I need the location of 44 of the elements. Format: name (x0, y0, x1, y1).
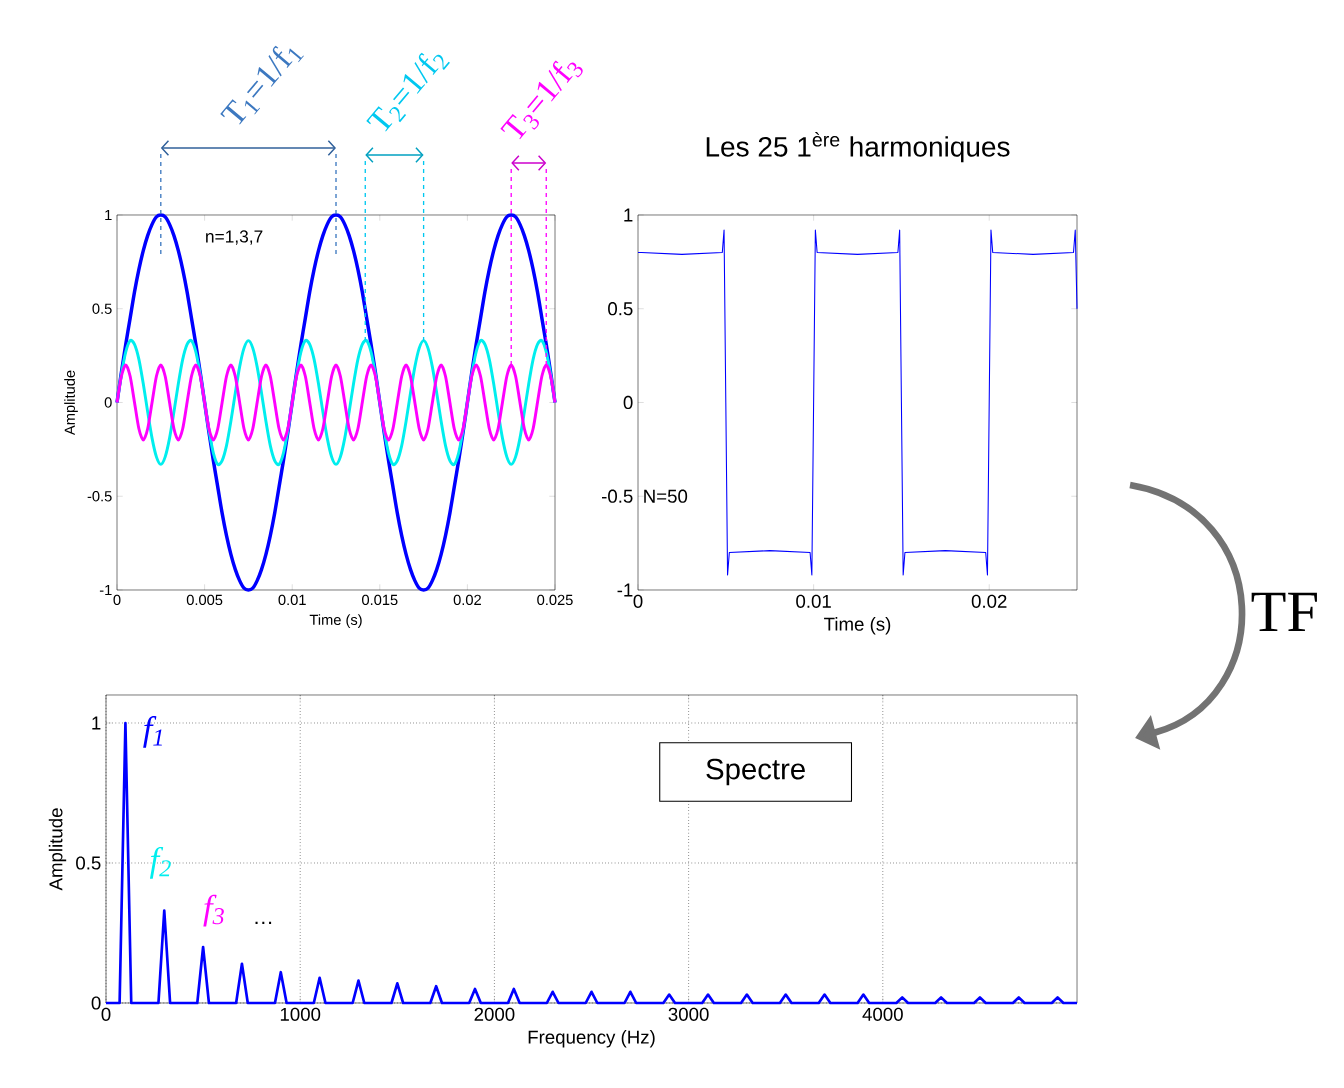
y-tick-label: 1 (624, 208, 633, 222)
y-tick-label: -1 (617, 583, 633, 597)
x-axis-title: Time (s) (824, 617, 891, 635)
annotation: f$_{3}$ (203, 894, 224, 927)
chart-title: Les 25 1$^{ère}$ harmoniques (706, 132, 1010, 163)
text: TF (1251, 592, 1317, 632)
annotation: Spectre (706, 758, 805, 786)
y-tick-label: -0.5 (601, 489, 633, 503)
x-tick-label: 0 (113, 594, 121, 606)
annotation: f$_{1}$ (143, 716, 162, 748)
x-tick-label: 0.015 (362, 594, 398, 606)
y-tick-label: 0 (91, 996, 101, 1010)
y-tick-label: 1 (92, 716, 101, 730)
text: T$_{2}$=1/f$_{2}$ (366, 52, 450, 132)
x-tick-label: 4000 (862, 1007, 903, 1021)
y-tick-label: 0.5 (608, 302, 633, 316)
annotation: f$_{2}$ (149, 846, 171, 879)
x-axis-title: Frequency (Hz) (528, 1030, 655, 1048)
x-axis-title: Time (s) (309, 614, 362, 628)
x-tick-label: 3000 (668, 1007, 709, 1021)
y-tick-label: 0.5 (76, 856, 101, 870)
y-axis-title: Amplitude (48, 808, 67, 891)
x-tick-label: 0.02 (453, 594, 481, 606)
x-tick-label: 0 (633, 594, 643, 608)
x-tick-label: 0.01 (796, 594, 831, 608)
x-tick-label: 0.025 (537, 594, 573, 606)
x-tick-label: 2000 (474, 1007, 515, 1021)
x-tick-label: 0.005 (186, 594, 223, 606)
line-series (637, 229, 1078, 576)
y-tick-label: -0.5 (87, 491, 112, 502)
y-tick-label: 0 (623, 395, 633, 410)
x-tick-label: 0.02 (971, 594, 1007, 608)
annotation: n=1,3,7 (206, 230, 263, 245)
y-tick-label: -1 (99, 584, 112, 596)
x-tick-label: 1000 (280, 1007, 321, 1021)
y-axis-title: Amplitude (64, 370, 78, 436)
y-tick-label: 0.5 (92, 303, 112, 314)
text: T$_{1}$=1/f$_{1}$ (220, 45, 304, 125)
annotation: … (255, 921, 272, 925)
y-tick-label: 0 (104, 397, 112, 408)
x-tick-label: 0.01 (278, 594, 306, 606)
text: T$_{3}$=1/f$_{3}$ (500, 60, 583, 140)
y-tick-label: 1 (105, 209, 112, 221)
annotation: N=50 (644, 489, 688, 503)
